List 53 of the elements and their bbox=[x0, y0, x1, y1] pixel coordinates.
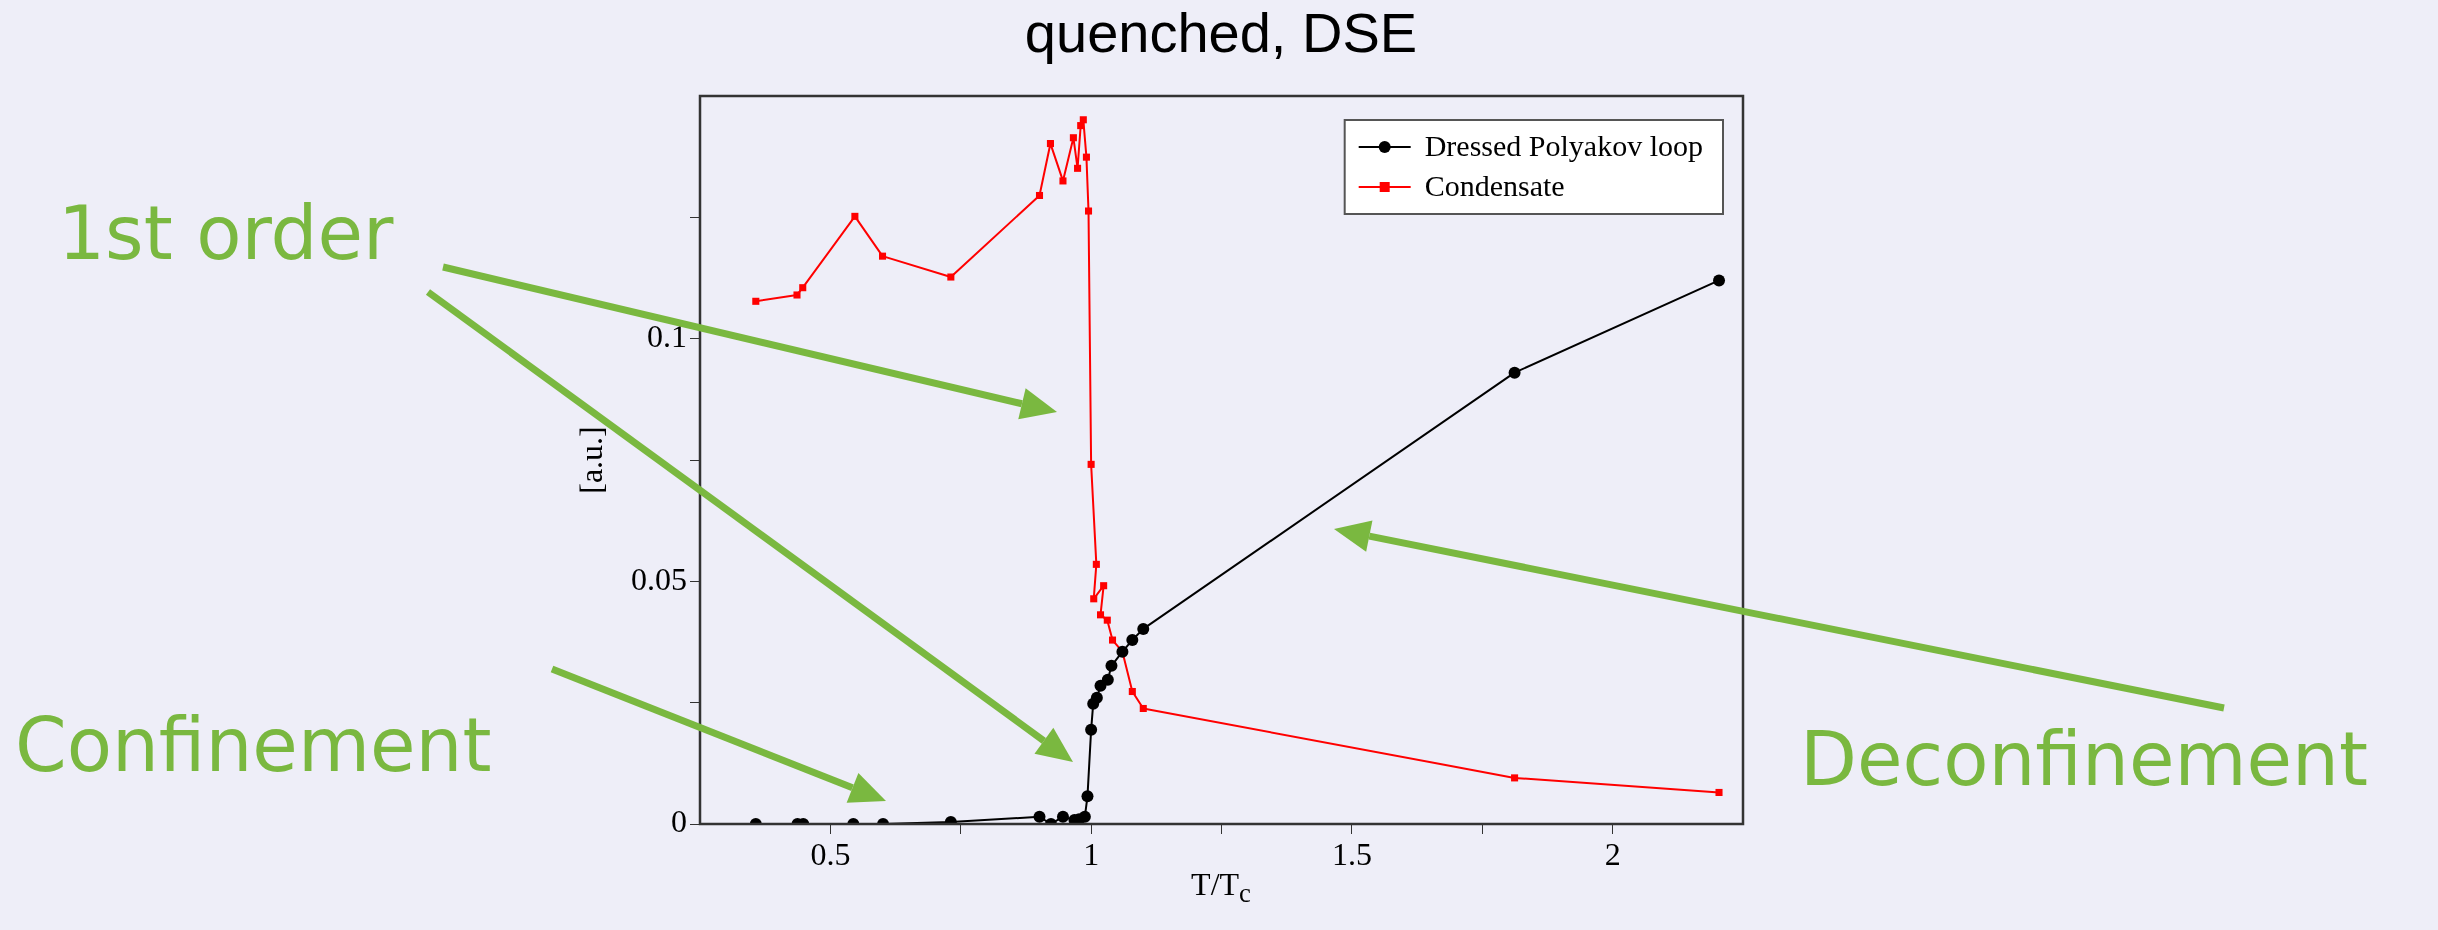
x-tick-label: 1.5 bbox=[1331, 835, 1372, 872]
point bbox=[1077, 122, 1085, 130]
legend-label: Dressed Polyakov loop bbox=[1424, 128, 1704, 162]
point bbox=[1081, 790, 1094, 803]
point bbox=[1100, 582, 1108, 590]
point bbox=[1090, 595, 1098, 603]
point bbox=[1090, 691, 1103, 704]
point bbox=[1078, 810, 1091, 823]
point bbox=[1033, 810, 1046, 823]
x-axis-title: T/T$_{c}$ bbox=[1191, 866, 1251, 909]
point bbox=[1059, 177, 1067, 185]
point bbox=[1096, 611, 1105, 619]
point bbox=[1084, 207, 1093, 215]
point bbox=[1101, 673, 1114, 686]
point bbox=[1105, 659, 1118, 672]
point bbox=[1713, 274, 1726, 287]
point bbox=[793, 291, 801, 299]
text: Deconfinement bbox=[1800, 716, 2368, 802]
point bbox=[1046, 140, 1054, 148]
point bbox=[1508, 366, 1521, 379]
point bbox=[1085, 723, 1098, 736]
point bbox=[1056, 810, 1069, 823]
point bbox=[851, 212, 859, 220]
y-tick-label: 0.1 bbox=[647, 318, 687, 355]
text: Confinement bbox=[15, 702, 492, 788]
point bbox=[1103, 616, 1111, 624]
x-tick-label: 0.5 bbox=[810, 835, 851, 872]
point bbox=[1511, 774, 1519, 782]
point bbox=[1079, 116, 1087, 124]
chart-title: quenched, DSE bbox=[1023, 0, 1419, 65]
point bbox=[752, 297, 760, 305]
point bbox=[1128, 687, 1136, 696]
point bbox=[947, 273, 955, 281]
point bbox=[1082, 153, 1090, 161]
point bbox=[1108, 636, 1117, 644]
legend-label: Condensate bbox=[1424, 168, 1565, 202]
x-tick-label: 1 bbox=[1083, 835, 1100, 872]
y-axis-title: [a.u.] bbox=[572, 426, 609, 494]
point bbox=[1139, 704, 1147, 713]
point bbox=[1035, 191, 1044, 200]
point bbox=[799, 284, 807, 292]
y-tick-label: 0.05 bbox=[631, 560, 687, 597]
point bbox=[878, 252, 887, 260]
point bbox=[1715, 788, 1723, 796]
point bbox=[1069, 134, 1077, 142]
point bbox=[1074, 164, 1082, 172]
text: 1st order bbox=[58, 190, 394, 276]
y-tick-label: 0 bbox=[671, 803, 687, 840]
point bbox=[1126, 634, 1139, 647]
point bbox=[1087, 460, 1095, 468]
x-tick-label: 2 bbox=[1604, 835, 1621, 872]
point bbox=[1092, 560, 1100, 568]
point bbox=[1137, 622, 1150, 635]
